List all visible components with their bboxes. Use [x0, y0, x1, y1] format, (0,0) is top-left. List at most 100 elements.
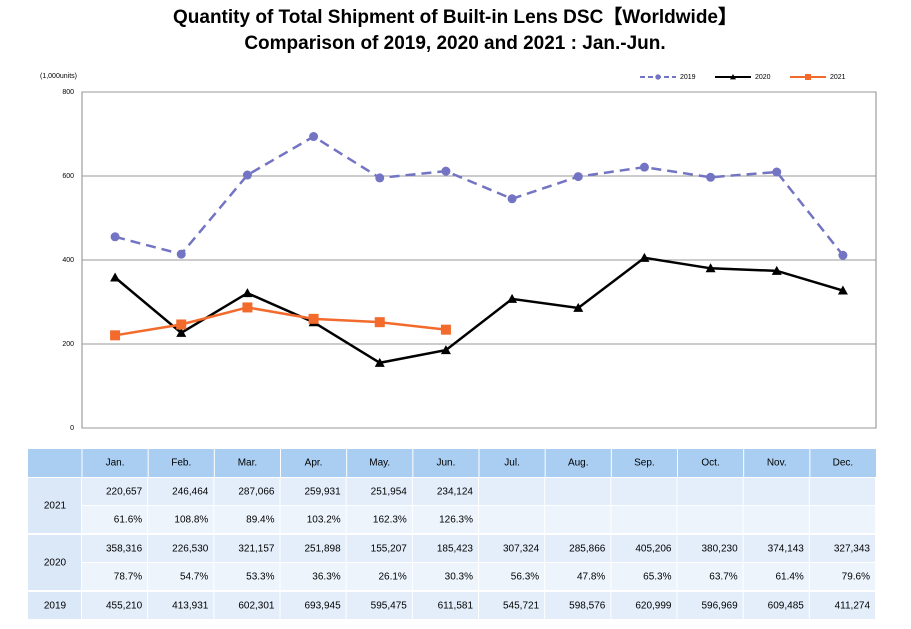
- table-cell: [412, 592, 478, 619]
- table-cell: [346, 535, 412, 562]
- table-cell: [809, 506, 875, 533]
- table-header: Aug.: [568, 458, 589, 469]
- table-cell: [479, 592, 545, 619]
- table-header: Jan.: [106, 458, 125, 469]
- table-row-label-bg: [28, 592, 81, 619]
- table-ratio: 54.7%: [180, 572, 208, 583]
- table-ratio: 108.8%: [174, 515, 208, 526]
- table-value: 455,210: [106, 601, 143, 612]
- table-cell: [479, 563, 545, 590]
- table-value: 251,898: [305, 544, 342, 555]
- table-header: Nov.: [767, 458, 787, 469]
- table-value: 358,316: [106, 544, 143, 555]
- table-cell: [148, 535, 214, 562]
- table-value: 234,124: [437, 487, 474, 498]
- marker: [110, 272, 121, 282]
- table-ratio: 56.3%: [511, 572, 539, 583]
- marker: [176, 249, 186, 259]
- table-ratio: 103.2%: [307, 515, 341, 526]
- table-value: 185,423: [437, 544, 474, 555]
- marker: [309, 132, 319, 142]
- table-header: Sep.: [634, 458, 655, 469]
- table-cell: [743, 478, 809, 505]
- table-row-label: 2019: [44, 601, 67, 612]
- table-cell: [346, 506, 412, 533]
- table-row-label: 2020: [44, 558, 67, 569]
- table-ratio: 65.3%: [643, 572, 671, 583]
- series-line: [114, 135, 844, 257]
- marker: [176, 319, 187, 330]
- table-value: 251,954: [371, 487, 408, 498]
- marker: [705, 263, 716, 273]
- table-cell: [280, 563, 346, 590]
- marker: [308, 313, 319, 324]
- table-cell: [611, 478, 677, 505]
- table-value: 327,343: [834, 544, 871, 555]
- marker: [110, 330, 121, 341]
- table-cell: [82, 478, 148, 505]
- table-value: 374,143: [768, 544, 805, 555]
- table-value: 246,464: [172, 487, 209, 498]
- table-cell: [545, 506, 611, 533]
- y-tick-label: 200: [62, 341, 74, 348]
- table-cell: [677, 563, 743, 590]
- table-cell: [545, 535, 611, 562]
- table-header: Jun.: [436, 458, 455, 469]
- marker: [441, 166, 451, 176]
- marker: [110, 232, 120, 242]
- marker: [242, 302, 253, 313]
- table-cell: [82, 592, 148, 619]
- legend-marker: [730, 74, 736, 80]
- table-ratio: 30.3%: [445, 572, 473, 583]
- table-value: 321,157: [238, 544, 275, 555]
- marker: [706, 172, 716, 182]
- marker: [507, 194, 517, 204]
- marker: [374, 357, 385, 367]
- table-value: 226,530: [172, 544, 209, 555]
- chart-subtitle: Comparison of 2019, 2020 and 2021 : Jan.…: [244, 33, 665, 54]
- marker: [837, 285, 848, 295]
- table-value: 259,931: [305, 487, 342, 498]
- table-header: Dec.: [833, 458, 854, 469]
- marker: [573, 172, 583, 182]
- table-header: Mar.: [238, 458, 257, 469]
- table-cell: [148, 563, 214, 590]
- table-cell: [280, 478, 346, 505]
- marker: [639, 162, 649, 172]
- table-ratio: 61.6%: [114, 515, 142, 526]
- table-ratio: 63.7%: [709, 572, 737, 583]
- table-cell: [809, 592, 875, 619]
- y-tick-label: 0: [70, 425, 74, 432]
- marker: [772, 167, 782, 177]
- marker: [639, 252, 650, 262]
- marker: [374, 317, 385, 328]
- table-header: Oct.: [701, 458, 719, 469]
- table-cell: [82, 535, 148, 562]
- y-tick-label: 600: [62, 173, 74, 180]
- y-tick-label: 800: [62, 89, 74, 96]
- table-header-bg: [28, 449, 876, 477]
- legend-label: 2020: [755, 74, 771, 81]
- table-cell: [611, 506, 677, 533]
- table-value: 596,969: [702, 601, 739, 612]
- table-value: 405,206: [635, 544, 672, 555]
- marker: [242, 170, 252, 180]
- table-cell: [346, 478, 412, 505]
- marker: [375, 173, 385, 183]
- table-cell: [412, 478, 478, 505]
- table-value: 155,207: [371, 544, 408, 555]
- marker: [573, 302, 584, 312]
- table-cell: [743, 535, 809, 562]
- y-tick-label: 400: [62, 257, 74, 264]
- table-cell: [809, 535, 875, 562]
- table-cell: [677, 592, 743, 619]
- table-cell: [148, 478, 214, 505]
- table-ratio: 162.3%: [373, 515, 407, 526]
- marker: [507, 293, 518, 303]
- table-value: 598,576: [569, 601, 606, 612]
- table-cell: [479, 506, 545, 533]
- marker: [176, 327, 187, 337]
- legend-marker: [655, 74, 661, 80]
- table-row-label-bg: [28, 478, 81, 533]
